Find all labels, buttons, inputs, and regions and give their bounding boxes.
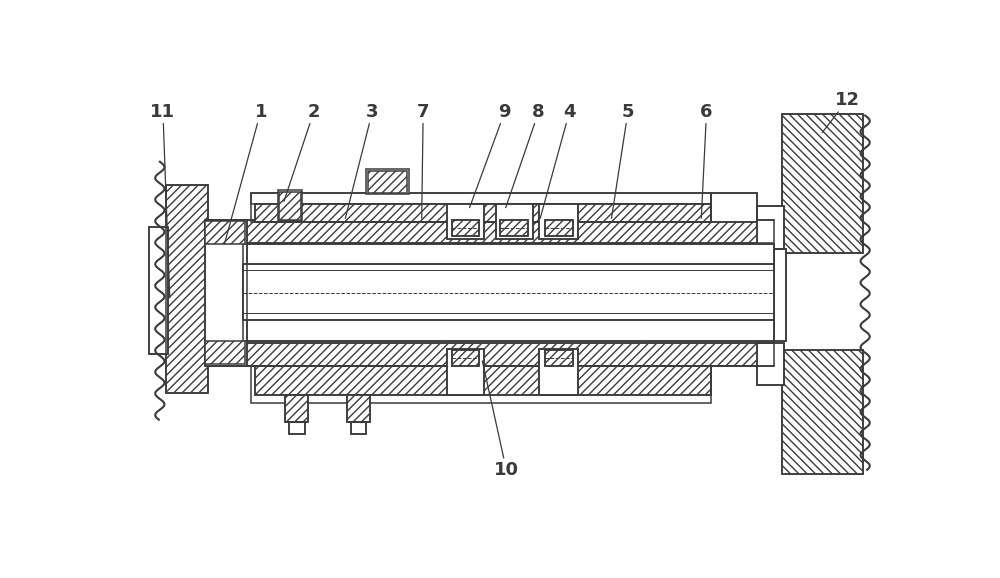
Bar <box>347 395 370 422</box>
Bar <box>452 350 479 366</box>
Bar <box>757 343 784 385</box>
Bar <box>207 220 774 243</box>
Bar <box>149 227 168 354</box>
Bar <box>255 366 711 395</box>
Bar <box>782 350 863 473</box>
Bar <box>545 350 573 366</box>
Bar <box>539 349 578 395</box>
Text: 10: 10 <box>482 361 519 479</box>
Bar <box>351 422 366 434</box>
Text: 8: 8 <box>506 103 545 208</box>
Bar <box>782 114 863 253</box>
Text: 12: 12 <box>822 91 860 132</box>
Text: 7: 7 <box>417 103 429 218</box>
Bar <box>500 220 528 236</box>
Bar <box>243 244 774 341</box>
Bar <box>251 192 711 222</box>
Bar <box>285 395 308 422</box>
Bar <box>243 264 774 320</box>
Bar <box>500 220 528 236</box>
Bar <box>368 171 407 192</box>
Bar <box>757 206 784 249</box>
Text: 6: 6 <box>700 103 713 218</box>
Bar <box>255 204 711 222</box>
Bar <box>205 220 247 366</box>
Bar <box>149 227 168 354</box>
Bar <box>205 220 247 366</box>
Text: 5: 5 <box>611 103 634 218</box>
Text: 11: 11 <box>150 103 175 298</box>
Bar <box>774 249 786 341</box>
Bar <box>166 185 208 393</box>
Bar <box>166 185 208 393</box>
Text: 9: 9 <box>470 103 511 208</box>
Bar <box>782 350 863 473</box>
Text: 2: 2 <box>284 103 320 202</box>
Bar <box>243 264 774 320</box>
Bar <box>289 422 305 434</box>
Bar <box>351 422 366 434</box>
Bar <box>447 349 484 395</box>
Bar <box>207 343 774 366</box>
Bar <box>539 204 578 239</box>
Bar <box>782 114 863 253</box>
Bar <box>205 221 245 244</box>
Bar <box>347 395 370 422</box>
Bar <box>447 204 484 239</box>
Bar <box>545 350 573 366</box>
Bar <box>207 220 774 243</box>
Bar <box>711 192 757 222</box>
Bar <box>285 395 308 422</box>
Bar <box>255 366 711 395</box>
Bar <box>452 220 479 236</box>
Bar <box>774 249 786 341</box>
Bar <box>539 204 578 239</box>
Bar <box>452 350 479 366</box>
Bar <box>496 204 533 239</box>
Bar <box>496 204 533 239</box>
Text: 1: 1 <box>224 103 267 244</box>
Bar <box>447 349 484 395</box>
Bar <box>243 244 774 341</box>
Bar <box>757 206 784 249</box>
Bar <box>279 192 301 220</box>
Bar <box>452 220 479 236</box>
Bar <box>278 190 302 221</box>
Bar <box>289 422 305 434</box>
Bar <box>447 204 484 239</box>
Bar <box>366 169 409 194</box>
Bar <box>711 192 757 222</box>
Bar <box>255 204 711 222</box>
Text: 3: 3 <box>345 103 379 218</box>
Bar <box>757 343 784 385</box>
Bar <box>539 349 578 395</box>
Text: 4: 4 <box>540 103 576 218</box>
Bar <box>545 220 573 236</box>
Bar <box>545 220 573 236</box>
Bar <box>205 341 245 364</box>
Bar <box>251 366 711 403</box>
Bar <box>251 192 711 204</box>
Bar <box>207 343 774 366</box>
